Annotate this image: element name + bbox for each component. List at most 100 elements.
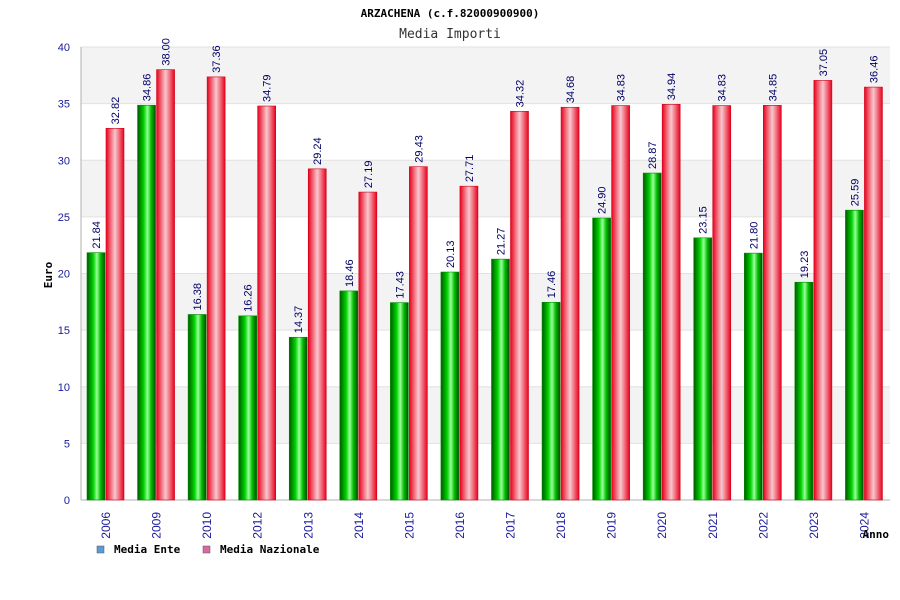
bar-media-ente-2009 [137,104,156,501]
x-tick-label: 2012 [251,512,265,539]
value-label: 34.83 [616,74,628,102]
y-axis-ticks: 0 5 10 15 20 25 30 35 40 [58,42,70,507]
x-axis-ticks: 2006 2009 2010 2012 2013 2014 2015 2016 2017 2018… [99,512,871,539]
value-label: 24.90 [597,186,609,214]
x-tick-label: 2016 [453,512,467,539]
y-tick-label: 35 [58,99,70,111]
value-label: 34.94 [666,73,678,101]
value-label: 16.26 [243,284,255,312]
value-label: 34.85 [767,74,779,102]
x-axis-label: Anno [863,528,890,541]
bar-media-ente-2016 [440,271,460,501]
value-label: 37.36 [211,45,223,73]
bars [86,69,883,501]
x-tick-label: 2020 [655,512,669,539]
value-label: 32.82 [110,97,122,125]
bar-media-nazionale-2006 [105,128,125,501]
x-tick-label: 2015 [402,512,416,539]
bar-media-nazionale-2018 [560,106,580,501]
value-label: 28.87 [647,142,659,170]
bar-media-ente-2010 [187,314,207,501]
value-label: 19.23 [799,251,811,279]
value-label: 37.05 [818,49,830,77]
bar-media-ente-2018 [541,301,561,501]
bar-media-ente-2023 [794,281,814,501]
value-label: 17.43 [394,271,406,299]
x-tick-label: 2006 [99,512,113,539]
value-label: 18.46 [344,259,356,287]
value-label: 17.46 [546,271,558,299]
bar-media-ente-2015 [390,302,409,501]
bar-media-nazionale-2020 [661,104,681,501]
value-label: 21.27 [496,228,508,256]
legend-swatch-media-nazionale [202,545,211,554]
legend-swatch-media-ente [96,545,105,554]
y-tick-label: 25 [58,212,70,224]
bar-media-nazionale-2016 [459,185,479,501]
bar-media-nazionale-2010 [206,76,226,501]
value-label: 23.15 [698,206,710,234]
value-label: 29.43 [413,135,425,163]
legend: Media Ente Media Nazionale [96,543,320,556]
x-tick-label: 2017 [504,512,518,539]
x-tick-label: 2024 [857,512,871,539]
value-label: 34.79 [262,74,274,102]
bar-media-ente-2019 [592,217,611,501]
x-tick-label: 2018 [554,512,568,539]
value-labels: 21.84 32.82 34.86 38.00 16.38 37.36 16.26 34.79… [91,38,880,333]
bar-media-ente-2020 [642,172,662,501]
x-tick-label: 2010 [200,512,214,539]
value-label: 20.13 [445,240,457,268]
bar-media-ente-2012 [238,315,257,501]
value-label: 16.38 [192,283,204,311]
value-label: 36.46 [868,56,880,84]
bar-media-nazionale-2012 [257,105,276,501]
bar-media-nazionale-2014 [358,191,378,501]
bar-media-nazionale-2023 [813,80,833,501]
x-tick-label: 2021 [706,512,720,539]
bar-media-nazionale-2009 [156,69,175,501]
bar-media-nazionale-2019 [611,105,630,501]
bar-media-ente-2014 [339,290,359,501]
bar-media-ente-2021 [693,237,713,501]
value-label: 34.68 [565,76,577,104]
value-label: 21.80 [748,222,760,250]
bar-media-nazionale-2013 [307,168,327,501]
bar-media-nazionale-2017 [510,111,529,501]
legend-label-media-nazionale: Media Nazionale [220,543,320,556]
chart-subtitle: Media Importi [399,27,501,42]
y-tick-label: 0 [64,495,70,507]
value-label: 25.59 [849,179,861,207]
value-label: 34.83 [717,74,729,102]
bar-media-nazionale-2021 [712,105,732,501]
value-label: 29.24 [312,137,324,165]
value-label: 27.19 [363,161,375,189]
x-tick-label: 2019 [605,512,619,539]
x-tick-label: 2009 [150,512,164,539]
legend-label-media-ente: Media Ente [114,543,181,556]
bar-media-ente-2006 [86,252,106,501]
y-tick-label: 15 [58,325,70,337]
bar-media-ente-2024 [845,209,864,501]
y-tick-label: 10 [58,382,70,394]
x-tick-label: 2013 [301,512,315,539]
bar-media-nazionale-2015 [409,166,428,501]
bar-media-nazionale-2022 [763,105,782,501]
y-tick-label: 40 [58,42,70,54]
x-tick-label: 2014 [352,512,366,539]
value-label: 27.71 [464,155,476,183]
y-tick-label: 20 [58,269,70,281]
bar-media-ente-2022 [744,252,763,501]
value-label: 21.84 [91,221,103,249]
bar-media-nazionale-2024 [864,86,883,501]
chart-title: ARZACHENA (c.f.82000900900) [361,7,540,20]
value-label: 14.37 [293,306,305,334]
bar-media-ente-2013 [288,336,308,501]
bar-media-ente-2017 [491,258,510,501]
x-tick-label: 2022 [756,512,770,539]
x-tick-label: 2023 [807,512,821,539]
value-label: 38.00 [161,38,173,66]
value-label: 34.86 [142,74,154,102]
y-tick-label: 5 [64,438,70,450]
